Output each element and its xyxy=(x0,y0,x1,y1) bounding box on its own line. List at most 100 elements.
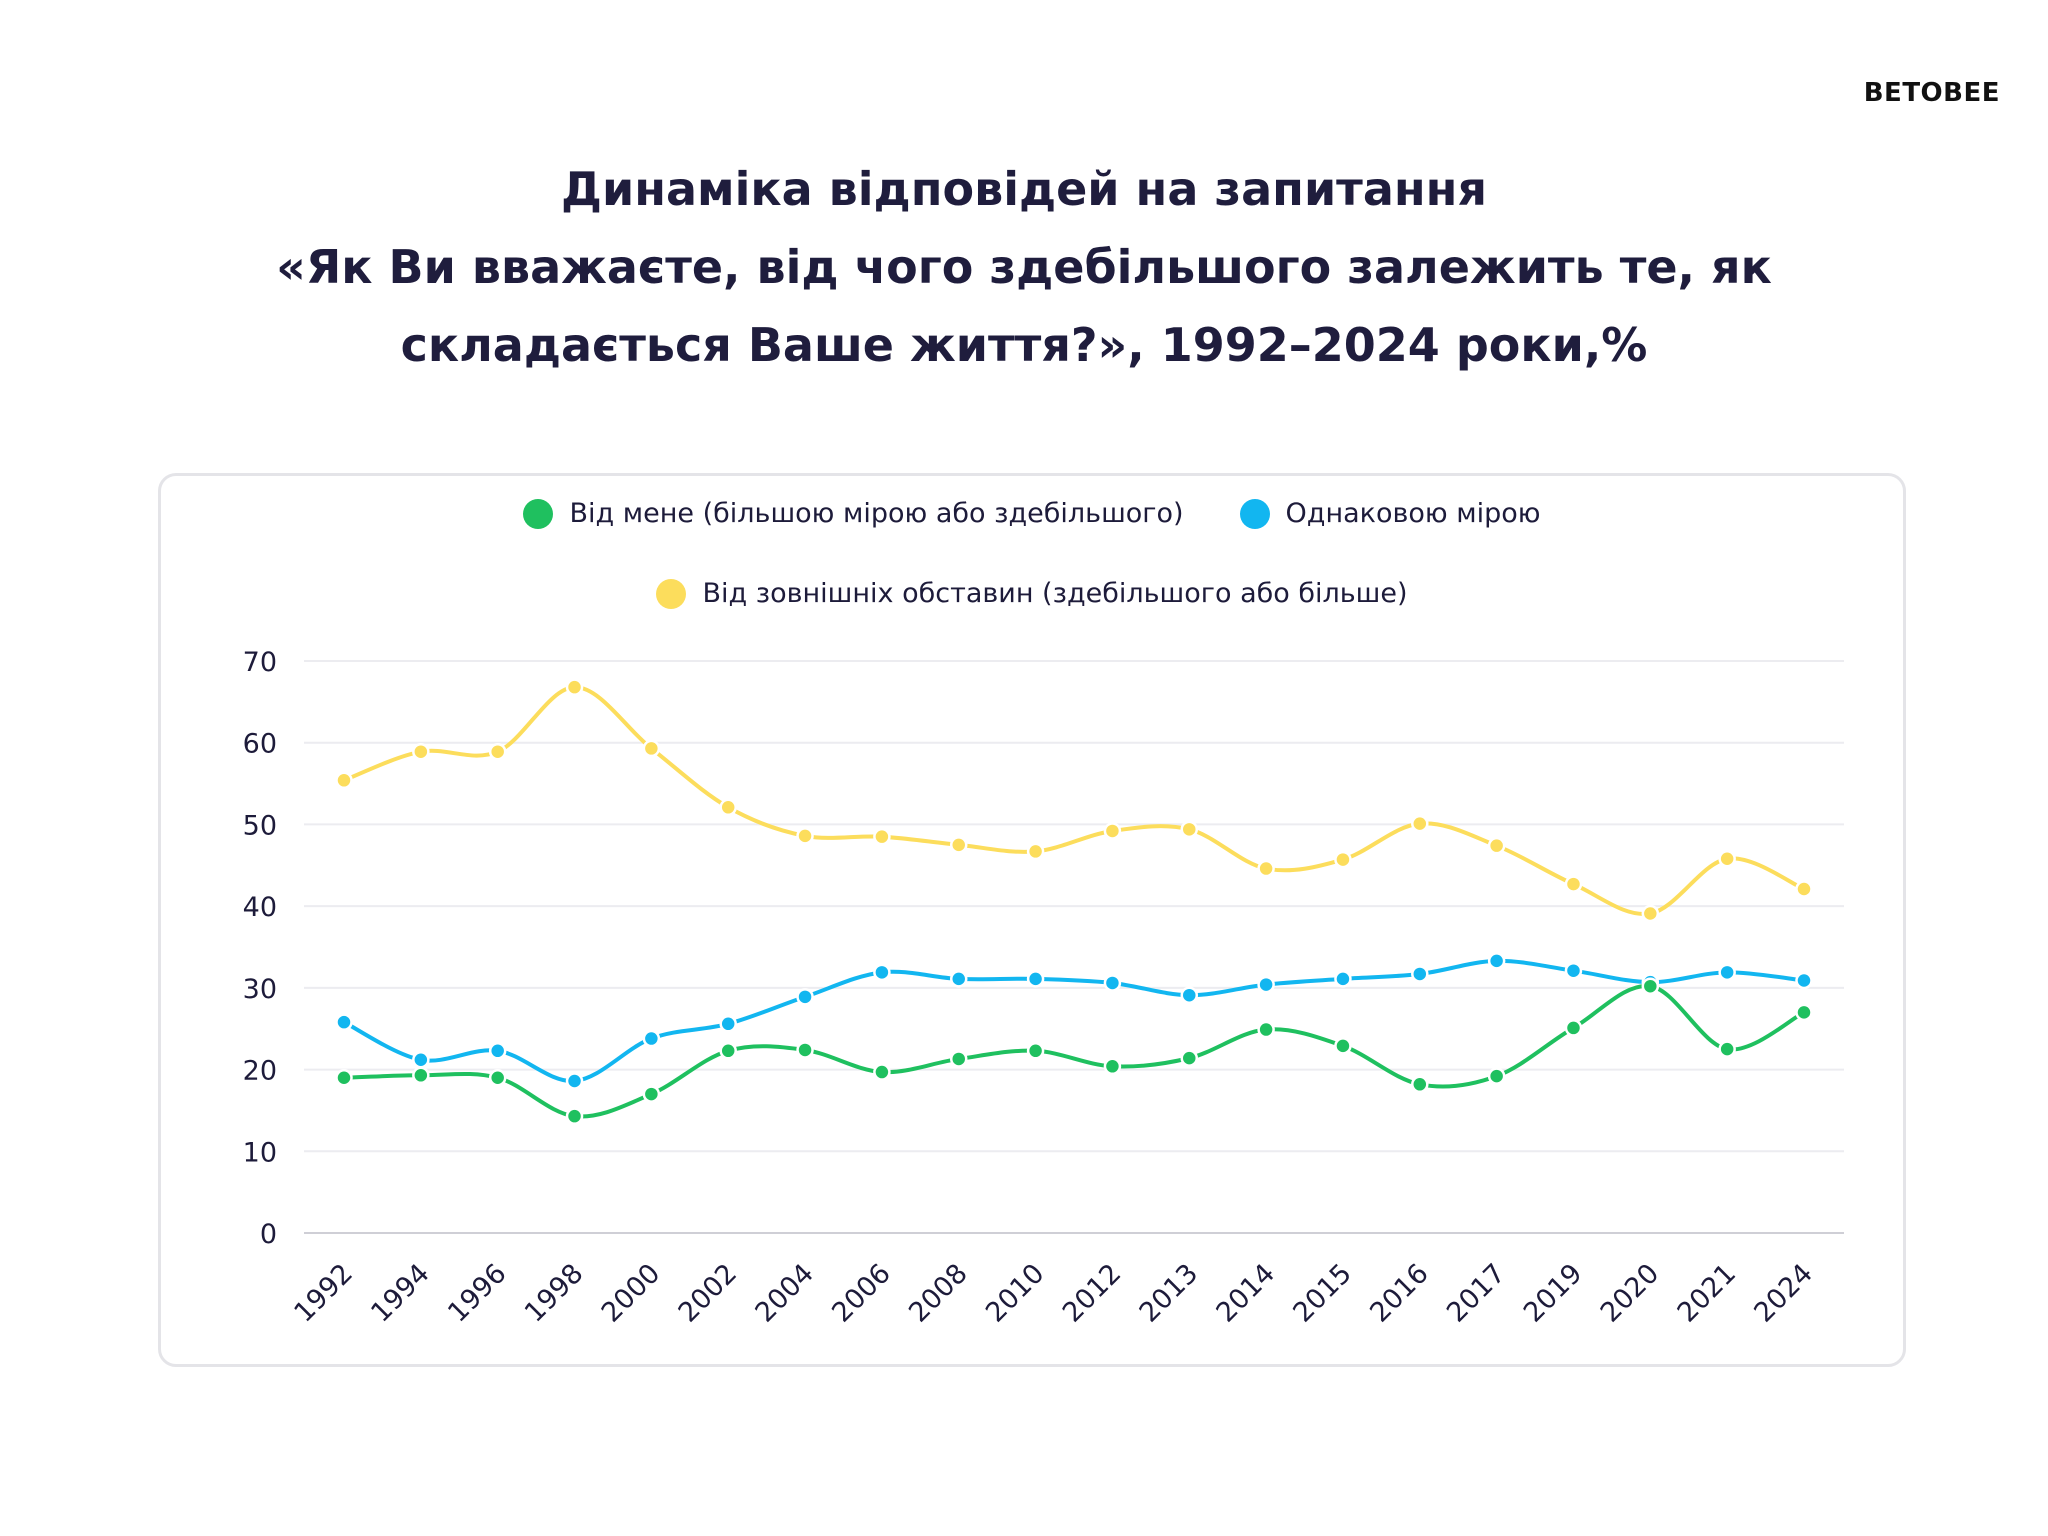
y-tick-label: 30 xyxy=(243,974,277,1005)
y-tick-label: 60 xyxy=(243,729,277,760)
data-point-external xyxy=(1795,880,1813,898)
x-tick-label: 2010 xyxy=(980,1258,1051,1329)
x-tick-label: 2012 xyxy=(1057,1258,1128,1329)
data-point-self xyxy=(1718,1040,1736,1058)
data-point-external xyxy=(949,836,968,854)
chart-card: Від мене (більшою мірою або здебільшого)… xyxy=(158,473,1906,1367)
x-tick-label: 1998 xyxy=(519,1258,590,1329)
data-point-external xyxy=(488,742,507,761)
data-point-self xyxy=(335,1068,353,1087)
y-tick-label: 10 xyxy=(243,1137,277,1168)
data-point-equal xyxy=(1718,963,1736,982)
x-tick-label: 2015 xyxy=(1287,1258,1358,1329)
data-point-self xyxy=(1795,1003,1813,1022)
y-tick-label: 40 xyxy=(243,892,277,923)
data-point-equal xyxy=(719,1015,737,1033)
data-point-self xyxy=(412,1066,430,1085)
chart-title-line-2: «Як Ви вважаєте, від чого здебільшого за… xyxy=(276,240,1772,294)
y-tick-label: 50 xyxy=(243,810,277,841)
data-point-equal xyxy=(873,963,891,982)
x-tick-label: 1992 xyxy=(288,1258,359,1329)
data-point-self xyxy=(1103,1057,1122,1076)
data-point-self xyxy=(1487,1067,1506,1085)
x-tick-label: 2024 xyxy=(1748,1258,1819,1329)
data-point-self xyxy=(1180,1049,1199,1067)
data-point-self xyxy=(1334,1037,1352,1055)
series-self xyxy=(335,977,1813,1125)
gridlines xyxy=(304,660,1844,1234)
legend-label-external: Від зовнішніх обставин (здебільшого або … xyxy=(702,578,1408,609)
data-point-self xyxy=(1641,977,1660,995)
x-tick-label: 2021 xyxy=(1672,1258,1743,1329)
data-point-equal xyxy=(1180,986,1199,1004)
data-point-external xyxy=(1641,904,1660,923)
legend-swatch-equal xyxy=(1239,498,1270,529)
legend-row-2: Від зовнішніх обставин (здебільшого або … xyxy=(161,578,1903,609)
x-tick-label: 1994 xyxy=(365,1258,436,1329)
data-point-external xyxy=(1411,814,1429,833)
data-point-external xyxy=(719,798,737,817)
x-axis-ticks: 1992 1994 1996 1998 2000 2002 2004 2006 2008 2010… xyxy=(288,1258,1819,1329)
data-point-self xyxy=(565,1107,584,1125)
legend-item-equal: Однаковою мірою xyxy=(1239,498,1541,529)
data-point-external xyxy=(796,827,814,845)
x-tick-label: 2020 xyxy=(1595,1258,1666,1329)
x-tick-label: 2002 xyxy=(673,1258,744,1329)
x-tick-label: 2006 xyxy=(826,1258,897,1329)
chart-title-line-1: Динаміка відповідей на запитання xyxy=(561,162,1487,216)
data-point-equal xyxy=(1795,971,1813,990)
data-point-equal xyxy=(1257,975,1275,994)
data-point-external xyxy=(565,678,584,696)
y-tick-label: 0 xyxy=(260,1219,277,1250)
legend-row-1: Від мене (більшою мірою або здебільшого)… xyxy=(161,498,1903,529)
y-tick-label: 70 xyxy=(243,647,277,678)
x-tick-label: 2004 xyxy=(749,1258,820,1329)
data-point-equal xyxy=(565,1072,584,1090)
y-tick-label: 20 xyxy=(243,1056,277,1087)
data-point-equal xyxy=(488,1042,507,1060)
series-external xyxy=(335,678,1813,923)
x-tick-label: 2013 xyxy=(1134,1258,1205,1329)
data-point-equal xyxy=(642,1029,661,1048)
data-point-self xyxy=(642,1085,661,1103)
data-point-external xyxy=(1103,822,1122,840)
line-chart: 0 10 20 30 40 50 60 70 1992 1994 1996 1998 2000 2002 2… xyxy=(243,647,1844,1329)
data-point-external xyxy=(1718,849,1736,868)
legend-item-external: Від зовнішніх обставин (здебільшого або … xyxy=(656,578,1408,609)
data-point-self xyxy=(1564,1019,1583,1037)
data-point-self xyxy=(949,1050,968,1068)
chart-title-line-3: складається Ваше життя?», 1992–2024 роки… xyxy=(400,318,1648,372)
data-point-equal xyxy=(1487,952,1506,970)
data-point-external xyxy=(1257,859,1275,878)
data-point-external xyxy=(1026,842,1045,861)
data-point-self xyxy=(719,1042,737,1060)
data-point-self xyxy=(488,1068,507,1087)
data-point-equal xyxy=(412,1051,430,1069)
data-point-equal xyxy=(949,970,968,988)
data-point-external xyxy=(335,771,353,790)
x-tick-label: 2008 xyxy=(903,1258,974,1329)
data-point-self xyxy=(1026,1042,1045,1060)
data-point-self xyxy=(873,1063,891,1081)
legend-swatch-external xyxy=(656,578,687,609)
data-point-self xyxy=(1411,1075,1429,1094)
data-point-external xyxy=(1334,850,1352,869)
brand-logo: BETOBEE xyxy=(1863,78,2000,108)
data-point-external xyxy=(1564,875,1583,893)
chart-title: Динаміка відповідей на запитання «Як Ви … xyxy=(0,150,2048,384)
x-tick-label: 2014 xyxy=(1211,1258,1282,1329)
x-tick-label: 1996 xyxy=(442,1258,513,1329)
x-tick-label: 2016 xyxy=(1364,1258,1435,1329)
data-point-external xyxy=(873,827,891,846)
data-point-external xyxy=(412,742,430,761)
series-line-external xyxy=(342,685,1806,917)
data-point-self xyxy=(1257,1020,1275,1039)
data-point-external xyxy=(642,739,661,758)
data-point-external xyxy=(1487,836,1506,855)
data-point-equal xyxy=(1411,965,1429,983)
data-point-equal xyxy=(796,988,814,1006)
x-tick-label: 2017 xyxy=(1441,1258,1512,1329)
data-point-equal xyxy=(1564,961,1583,980)
data-point-equal xyxy=(335,1013,353,1031)
y-axis-ticks: 0 10 20 30 40 50 60 70 xyxy=(243,647,277,1250)
